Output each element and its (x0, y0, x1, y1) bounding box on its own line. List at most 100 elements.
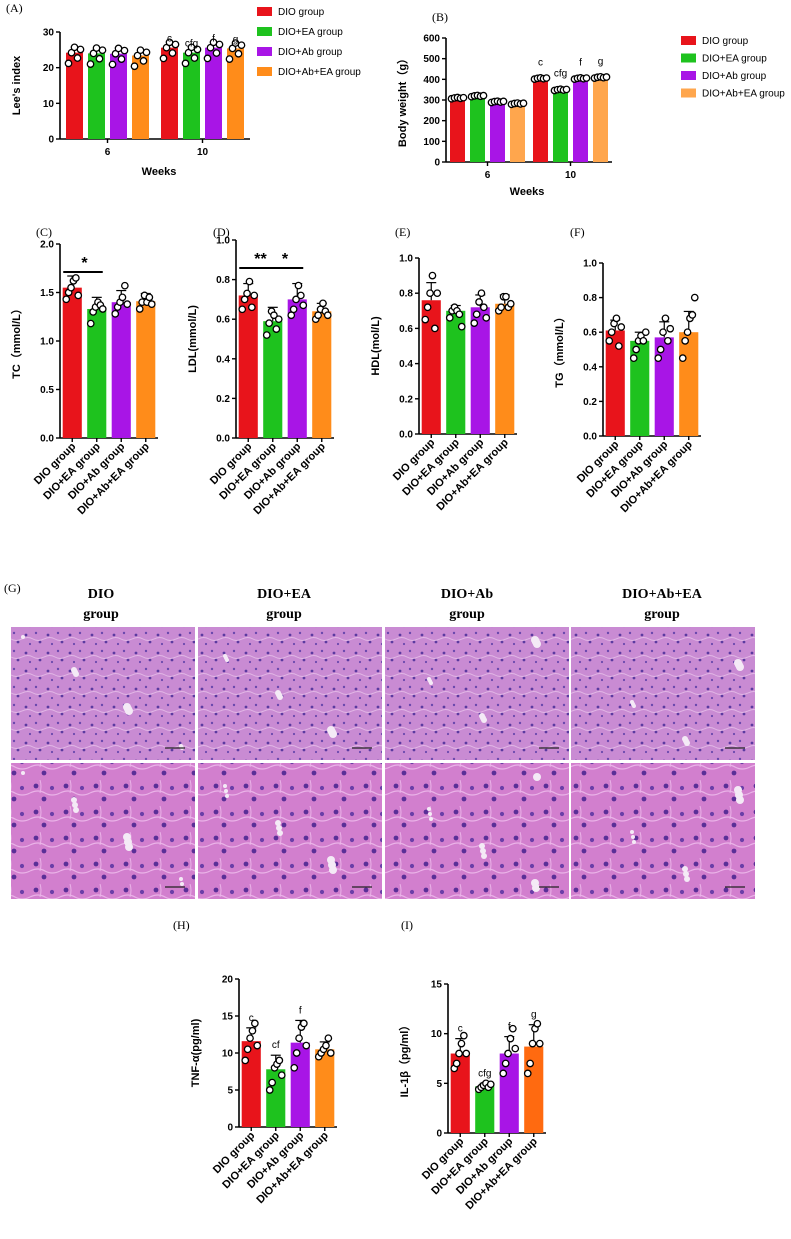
panel-a-bar (161, 47, 178, 140)
micrograph-vacuole (630, 830, 634, 834)
panel-a-bar (205, 47, 222, 140)
panel-e-y-tick-label: 1.0 (399, 254, 413, 265)
panel-h-y-tick-label: 10 (222, 1049, 234, 1060)
panel-b-label: (B) (432, 10, 448, 24)
panel-a-data-point (64, 59, 73, 68)
panel-i-y-tick-label: 15 (431, 980, 443, 991)
panel-d-data-point (272, 325, 281, 333)
micrograph-vacuole (480, 848, 486, 854)
panel-b-bar (553, 89, 568, 162)
panel-a-data-point (130, 62, 139, 71)
panel-d-y-tick-label: 0.0 (216, 434, 230, 445)
panel-d-data-point (294, 281, 303, 290)
panel-f-data-point (659, 328, 667, 337)
panel-f-label: (F) (570, 225, 585, 239)
panel-a-legend-label: DIO+EA group (278, 27, 343, 38)
panel-h-data-point (265, 1086, 274, 1094)
panel-i-data-point (533, 1019, 542, 1028)
panel-i-data-point (523, 1069, 532, 1078)
micrograph-vacuole (276, 825, 282, 831)
panel-h-data-point (268, 1078, 276, 1087)
panel-e-data-point (433, 289, 442, 298)
panel-h-y-tick-label: 20 (222, 975, 234, 986)
panel-a-bar (88, 53, 105, 139)
panel-h-y-tick-label: 0 (227, 1123, 233, 1134)
panel-f-data-point (632, 345, 641, 354)
micrograph-vacuole (71, 797, 77, 803)
panel-a-legend-swatch (257, 27, 272, 36)
panel-f-y-tick-label: 0.0 (583, 432, 597, 443)
panel-b-data-point (602, 73, 611, 81)
panel-i-data-point (486, 1080, 495, 1089)
panel-a-data-point (181, 59, 190, 68)
panel-b-bar (593, 77, 608, 162)
panel-b-legend-swatch (681, 88, 696, 98)
panel-h-data-point (302, 1041, 311, 1050)
panel-h-data-point (243, 1045, 252, 1054)
micrograph-vacuole (223, 654, 227, 658)
micrograph-vacuole (327, 726, 335, 734)
panel-f-y-tick-label: 0.6 (583, 328, 597, 339)
micrograph-low-mag (198, 627, 382, 760)
panel-b-x-tick-label: 6 (485, 170, 491, 181)
panel-i-data-point (506, 1034, 515, 1043)
micrograph-low-mag (385, 627, 569, 760)
panel-c-significance-star: * (81, 255, 88, 272)
panel-a-data-point (98, 46, 107, 55)
panel-a-legend-label: DIO group (278, 7, 325, 18)
panel-b-significance-label: f (579, 57, 582, 68)
panel-h-y-axis-title: TNF-α(pg/ml) (190, 1018, 202, 1087)
panel-c-y-tick-label: 0.5 (40, 385, 54, 396)
panel-b-x-axis-title: Weeks (510, 186, 545, 198)
panel-h-significance-label: f (299, 1005, 302, 1016)
panel-a-significance-label: f (212, 34, 215, 45)
panel-b-y-tick-label: 200 (423, 116, 440, 127)
panel-a-data-point (193, 45, 202, 54)
panel-h-data-point (253, 1041, 262, 1050)
panel-g: (G) DIO group DIO+EA group DIO+Ab group DIO+Ab+… (4, 581, 755, 899)
micrograph-vacuole (427, 677, 431, 681)
panel-i-data-point (535, 1039, 544, 1048)
panel-d-y-tick-label: 0.4 (216, 354, 230, 365)
micrograph-high-mag (198, 763, 382, 899)
panel-i-data-point (511, 1044, 520, 1053)
panel-a-significance-label: g (233, 34, 239, 45)
panel-b-significance-label: c (538, 57, 543, 68)
panel-f-y-tick-label: 0.2 (583, 397, 597, 408)
panel-e-y-axis-title: HDL(mol/L) (370, 316, 382, 376)
panel-e-data-point (477, 289, 486, 298)
panel-b-legend-label: DIO+EA group (702, 54, 767, 65)
panel-e-data-point (430, 324, 439, 333)
micrograph-vacuole (21, 635, 25, 639)
panel-d-bar (287, 299, 307, 438)
panel-h-y-tick-label: 5 (227, 1086, 233, 1097)
micrograph-vacuole (123, 833, 131, 841)
panel-i-data-point (462, 1049, 471, 1058)
panel-c-bar (136, 301, 156, 438)
panel-e-bar (495, 303, 515, 434)
panel-i-significance-label: cfg (478, 1068, 491, 1079)
panel-b-x-tick-label: 10 (565, 170, 577, 181)
micrograph-vacuole (684, 876, 690, 882)
micrograph-vacuole (632, 840, 636, 844)
panel-f-data-point (612, 314, 621, 323)
panel-e-data-point (445, 313, 454, 322)
panel-h-data-point (246, 1034, 254, 1043)
panel-d-data-point (274, 315, 283, 324)
micrograph-vacuole (428, 812, 432, 816)
micrograph-title-line2: group (644, 607, 680, 622)
micrograph-vacuole (225, 794, 229, 798)
panel-f-data-point (663, 336, 672, 345)
panel-h-data-point (251, 1019, 259, 1028)
micrograph-vacuole (734, 659, 742, 667)
panel-i-bar (475, 1086, 495, 1133)
micrograph-vacuole (734, 786, 742, 794)
panel-e-data-point (455, 310, 464, 319)
panel-a-bar (66, 52, 83, 139)
micrograph-vacuole (123, 703, 131, 711)
micrograph-high-mag (571, 763, 755, 899)
micrograph-high-mag (385, 763, 569, 899)
panel-c-bar (111, 302, 131, 438)
panel-f-data-point (629, 354, 638, 362)
panel-d-data-point (270, 311, 278, 320)
